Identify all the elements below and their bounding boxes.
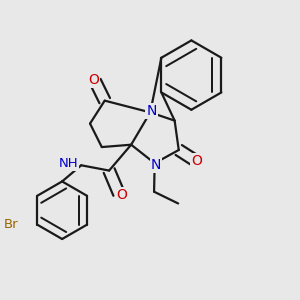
Text: N: N: [146, 104, 157, 118]
Text: O: O: [116, 188, 127, 202]
Text: NH: NH: [59, 157, 78, 170]
Text: N: N: [151, 158, 161, 172]
Text: O: O: [191, 154, 202, 168]
Text: O: O: [88, 73, 99, 87]
Text: Br: Br: [4, 218, 18, 231]
